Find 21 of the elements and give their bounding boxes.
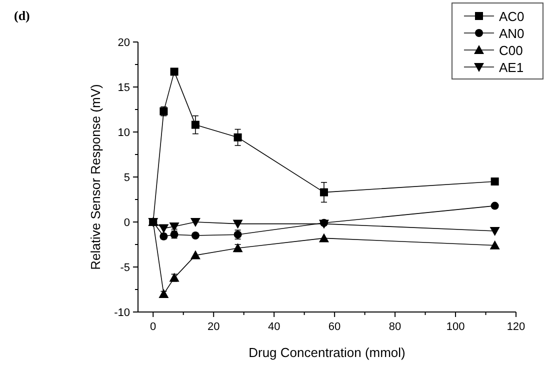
- x-tick-label: 0: [150, 321, 156, 333]
- legend-label: AC0: [499, 9, 524, 24]
- y-tick-label: 5: [124, 172, 130, 184]
- x-tick-label: 80: [388, 321, 402, 333]
- legend-label: AN0: [499, 26, 524, 41]
- x-axis-title: Drug Concentration (mmol): [248, 345, 406, 360]
- x-tick-label: 40: [268, 321, 280, 333]
- x-tick-label: 60: [328, 321, 341, 333]
- text: (d): [14, 8, 30, 23]
- y-tick-label: 15: [118, 82, 130, 94]
- y-tick-label: -5: [120, 262, 130, 274]
- x-tick-label: 120: [506, 321, 526, 333]
- x-tick-label: 100: [446, 321, 465, 333]
- y-axis-title: Relative Sensor Response (mV): [88, 84, 103, 270]
- y-tick-label: -10: [114, 307, 130, 319]
- y-tick-label: 0: [124, 217, 130, 229]
- x-tick-label: 20: [207, 321, 220, 333]
- legend-label: AE1: [499, 60, 524, 75]
- y-tick-label: 20: [118, 37, 130, 49]
- legend-label: C00: [499, 43, 523, 58]
- y-tick-label: 10: [118, 127, 130, 139]
